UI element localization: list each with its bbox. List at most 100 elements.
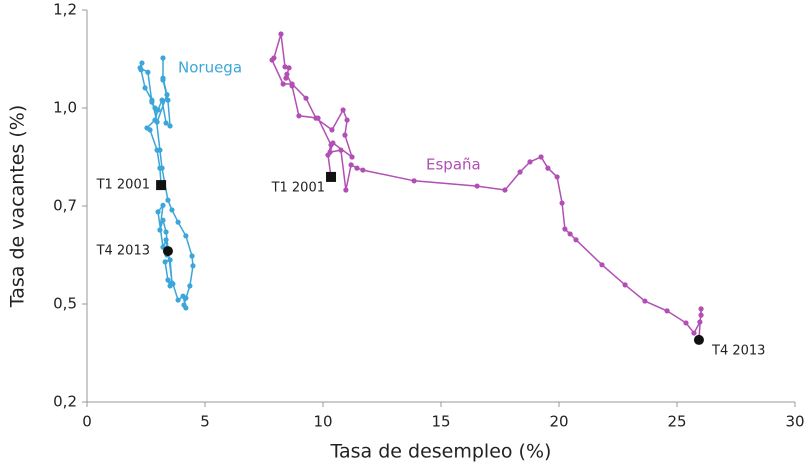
start-label: T1 2001 [96, 178, 150, 193]
data-point [313, 115, 319, 121]
data-point [139, 60, 145, 66]
data-point [330, 140, 336, 146]
data-point [474, 183, 480, 189]
data-point [149, 99, 155, 105]
y-axis-title: Tasa de vacantes (%) [7, 105, 29, 308]
data-point [559, 200, 565, 206]
data-point [599, 262, 605, 268]
data-point [280, 81, 286, 87]
data-point [167, 257, 173, 263]
data-point [642, 298, 648, 304]
data-point [284, 71, 290, 77]
data-point [538, 154, 544, 160]
data-point [189, 253, 195, 259]
y-tick-label: 0,2 [53, 393, 77, 411]
end-label: T4 2013 [711, 344, 765, 359]
data-point [554, 174, 560, 180]
data-point [282, 64, 288, 70]
data-point [573, 237, 579, 243]
data-point [163, 229, 169, 235]
data-point [157, 147, 163, 153]
x-tick-label: 30 [785, 413, 804, 431]
x-tick-label: 10 [313, 413, 332, 431]
end-marker [693, 334, 704, 345]
data-point [683, 320, 689, 326]
data-point [175, 219, 181, 225]
start-label: T1 2001 [271, 181, 325, 196]
data-point [269, 57, 275, 63]
data-point [169, 207, 175, 213]
data-point [145, 69, 151, 75]
data-point [163, 120, 169, 126]
data-point [142, 85, 148, 91]
y-tick-label: 0,7 [53, 197, 77, 215]
data-point [144, 125, 150, 131]
end-marker [162, 246, 173, 257]
data-point [160, 75, 166, 81]
data-point [190, 263, 196, 269]
data-point [160, 55, 166, 61]
data-point [278, 31, 284, 37]
data-point [283, 75, 289, 81]
x-tick-label: 0 [82, 413, 92, 431]
data-point [691, 330, 697, 336]
y-tick-label: 1,0 [53, 99, 77, 117]
data-point [160, 217, 166, 223]
data-point [502, 187, 508, 193]
end-label: T4 2013 [96, 244, 150, 259]
start-marker [326, 171, 337, 182]
data-point [163, 237, 169, 243]
y-tick-label: 0,5 [53, 295, 77, 313]
data-point [180, 293, 186, 299]
data-point [167, 123, 173, 129]
series-label: España [426, 156, 481, 174]
data-point [187, 283, 193, 289]
data-point [165, 197, 171, 203]
data-point [165, 277, 171, 283]
x-tick-label: 5 [200, 413, 210, 431]
x-tick-label: 25 [667, 413, 686, 431]
data-point [340, 107, 346, 113]
data-point [289, 81, 295, 87]
x-axis-title: Tasa de desempleo (%) [330, 441, 552, 463]
data-point [175, 297, 181, 303]
data-point [342, 132, 348, 138]
data-point [162, 259, 168, 265]
series-label: Noruega [178, 59, 242, 77]
data-point [137, 65, 143, 71]
x-tick-label: 15 [431, 413, 450, 431]
data-point [159, 165, 165, 171]
data-point [567, 231, 573, 237]
data-point [562, 226, 568, 232]
data-point [183, 233, 189, 239]
data-point [698, 306, 704, 312]
data-point [411, 178, 417, 184]
data-point [152, 105, 158, 111]
data-point [354, 165, 360, 171]
data-point [664, 308, 670, 314]
data-point [360, 167, 366, 173]
data-point [527, 159, 533, 165]
data-point [155, 209, 161, 215]
data-point [165, 97, 171, 103]
data-point [183, 305, 189, 311]
start-marker [156, 180, 167, 191]
data-point [622, 282, 628, 288]
data-point [160, 202, 166, 208]
series-line [271, 33, 702, 340]
data-point [157, 227, 163, 233]
data-point [349, 154, 355, 160]
data-point [517, 169, 523, 175]
data-point [348, 162, 354, 168]
data-point [697, 319, 703, 325]
data-point [164, 92, 170, 98]
data-point [338, 147, 344, 153]
data-point [343, 187, 349, 193]
data-point [329, 127, 335, 133]
data-point [344, 117, 350, 123]
data-point [303, 95, 309, 101]
data-point [169, 280, 175, 286]
data-point [159, 97, 165, 103]
data-point [327, 149, 333, 155]
